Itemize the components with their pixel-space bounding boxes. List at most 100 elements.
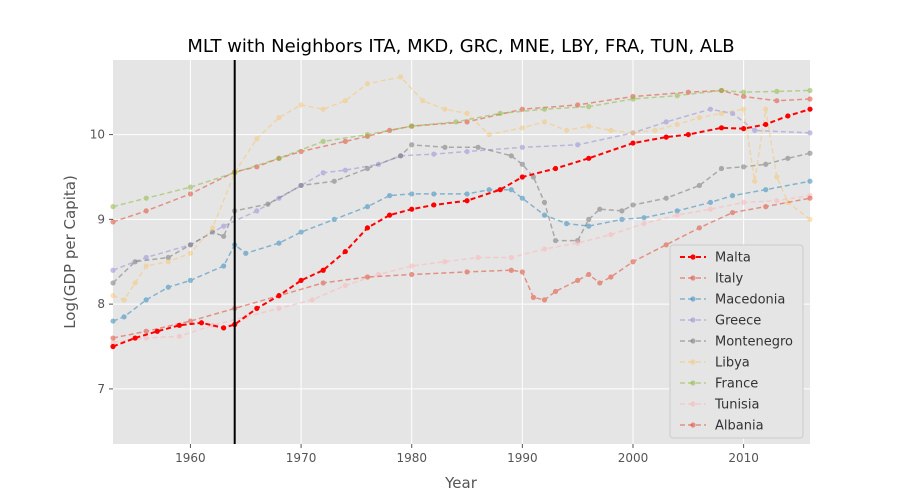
data-point-montenegro <box>763 161 769 167</box>
data-point-libya <box>464 110 470 117</box>
legend-marker-macedonia <box>690 296 696 302</box>
data-point-albania <box>597 280 603 286</box>
legend-label-malta: Malta <box>715 251 751 266</box>
data-point-france <box>143 195 149 201</box>
legend-entry-albania: Albania <box>680 419 764 434</box>
data-point-greece <box>729 110 736 117</box>
data-point-france <box>741 89 747 95</box>
data-point-tunisia <box>442 259 448 265</box>
data-point-montenegro <box>619 208 625 214</box>
legend-marker-greece <box>690 317 696 323</box>
data-point-albania <box>807 195 813 201</box>
data-point-libya <box>718 110 725 117</box>
data-point-montenegro <box>110 280 116 286</box>
legend-label-france: France <box>715 377 758 392</box>
data-point-malta <box>364 225 371 231</box>
data-point-montenegro <box>663 195 669 201</box>
data-point-italy <box>741 93 747 100</box>
legend-entry-italy: Italy <box>680 272 744 287</box>
legend-label-greece: Greece <box>715 314 761 329</box>
legend-entry-greece: Greece <box>680 314 761 329</box>
data-point-malta <box>586 155 592 161</box>
data-point-libya <box>298 102 304 108</box>
x-axis-ticks: 1960 1970 1980 1990 2000 2010 <box>175 444 759 465</box>
data-point-macedonia <box>243 250 249 256</box>
data-point-italy <box>774 98 780 104</box>
y-tick-label: 10 <box>90 128 105 142</box>
data-point-albania <box>530 294 537 300</box>
data-point-montenegro <box>475 144 481 150</box>
data-point-macedonia <box>729 193 736 199</box>
data-point-macedonia <box>464 191 470 197</box>
legend-label-macedonia: Macedonia <box>715 293 785 308</box>
data-point-italy <box>187 191 194 197</box>
data-point-libya <box>132 280 138 286</box>
data-point-malta <box>154 328 160 334</box>
data-point-italy <box>386 127 393 133</box>
series-line-libya <box>112 76 811 301</box>
data-point-france <box>497 110 503 117</box>
data-point-libya <box>774 174 780 180</box>
x-tick-label: 1960 <box>175 451 206 465</box>
data-point-libya <box>541 119 548 125</box>
x-axis-label: Year <box>444 474 478 492</box>
data-point-libya <box>807 216 813 222</box>
x-tick-label: 1990 <box>507 451 538 465</box>
data-point-albania <box>663 242 669 248</box>
data-point-macedonia <box>564 221 570 227</box>
legend-label-italy: Italy <box>715 272 744 287</box>
data-point-france <box>807 87 813 94</box>
data-point-malta <box>519 174 525 180</box>
data-point-montenegro <box>519 161 525 167</box>
data-point-macedonia <box>707 199 714 206</box>
legend-label-albania: Albania <box>715 419 764 434</box>
data-point-tunisia <box>641 221 647 227</box>
data-point-macedonia <box>364 204 371 210</box>
data-point-albania <box>729 209 736 216</box>
data-point-albania <box>110 335 116 341</box>
data-point-tunisia <box>774 198 780 204</box>
data-point-albania <box>586 271 592 278</box>
data-point-albania <box>575 277 581 283</box>
data-point-macedonia <box>386 193 393 199</box>
data-point-greece <box>707 106 714 112</box>
data-point-libya <box>630 130 636 136</box>
legend-marker-france <box>690 380 696 386</box>
legend-label-tunisia: Tunisia <box>714 398 759 413</box>
data-point-libya <box>741 106 747 112</box>
data-point-greece <box>431 151 437 157</box>
series-macedonia <box>110 178 813 324</box>
x-tick-label: 1980 <box>396 451 427 465</box>
data-point-france <box>364 131 371 138</box>
data-point-libya <box>752 178 758 184</box>
data-point-france <box>541 106 548 112</box>
data-point-montenegro <box>785 155 791 161</box>
data-point-malta <box>741 126 747 132</box>
data-point-malta <box>110 343 116 350</box>
data-point-malta <box>132 335 138 341</box>
data-point-albania <box>364 274 371 280</box>
legend-marker-tunisia <box>690 401 696 407</box>
data-point-malta <box>409 206 415 212</box>
data-point-italy <box>807 96 813 102</box>
series-france <box>110 87 813 210</box>
data-point-malta <box>276 293 282 299</box>
data-point-montenegro <box>508 153 514 159</box>
data-point-france <box>110 204 116 210</box>
data-point-macedonia <box>508 187 514 193</box>
x-tick-label: 1970 <box>286 451 317 465</box>
data-point-macedonia <box>431 191 437 197</box>
data-point-greece <box>342 167 348 173</box>
data-point-libya <box>652 127 658 133</box>
legend-box <box>669 244 804 439</box>
data-point-malta <box>464 198 470 204</box>
data-point-montenegro <box>209 229 216 235</box>
legend-entry-libya: Libya <box>680 356 750 371</box>
data-point-montenegro <box>409 142 415 148</box>
data-point-libya <box>320 106 326 112</box>
data-point-tunisia <box>342 282 348 289</box>
data-point-macedonia <box>121 314 127 320</box>
data-point-macedonia <box>331 216 337 222</box>
series-lines <box>110 74 813 350</box>
legend-marker-montenegro <box>690 338 696 344</box>
